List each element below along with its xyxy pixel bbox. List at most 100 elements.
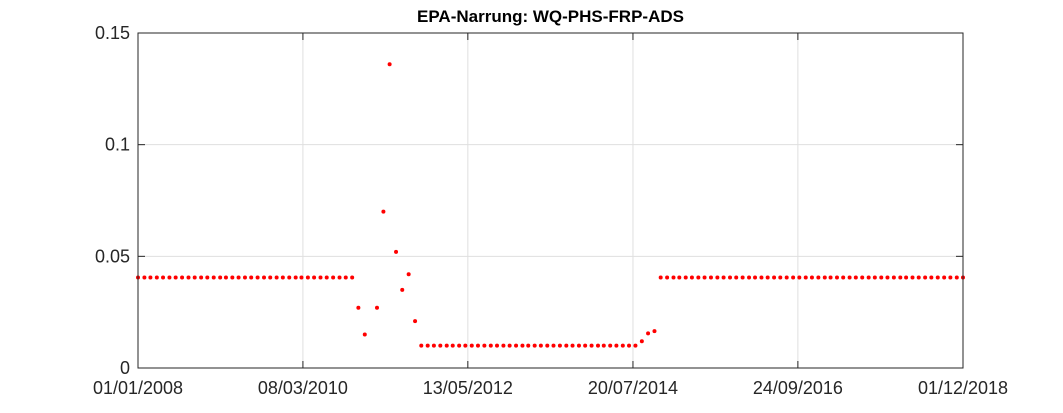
data-point <box>312 275 317 280</box>
y-tick-label: 0.05 <box>95 246 130 266</box>
data-point <box>173 275 178 280</box>
data-point <box>381 209 386 214</box>
data-point <box>148 275 153 280</box>
data-point <box>904 275 909 280</box>
data-point <box>639 339 644 344</box>
data-point <box>545 343 550 348</box>
data-point <box>860 275 865 280</box>
y-tick-label: 0.1 <box>105 135 130 155</box>
data-point <box>689 275 694 280</box>
data-point <box>495 343 500 348</box>
data-point <box>834 275 839 280</box>
data-point <box>501 343 506 348</box>
data-point <box>205 275 210 280</box>
data-point <box>362 332 367 337</box>
data-point <box>413 319 418 324</box>
data-point <box>230 275 235 280</box>
data-point <box>280 275 285 280</box>
data-point <box>526 343 531 348</box>
data-point <box>935 275 940 280</box>
data-point <box>683 275 688 280</box>
data-point <box>809 275 814 280</box>
chart-title: EPA-Narrung: WQ-PHS-FRP-ADS <box>417 7 684 26</box>
data-point <box>734 275 739 280</box>
data-point <box>791 275 796 280</box>
data-point <box>538 343 543 348</box>
x-tick-label: 01/01/2008 <box>93 378 183 398</box>
data-point <box>601 343 606 348</box>
data-point <box>665 275 670 280</box>
data-point <box>419 343 424 348</box>
data-point <box>702 275 707 280</box>
data-point <box>488 343 493 348</box>
data-point <box>646 331 651 336</box>
axis-ticks: 01/01/2008 08/03/2010 13/05/2012 20/07/2014… <box>93 23 1008 398</box>
data-point <box>620 343 625 348</box>
data-point <box>942 275 947 280</box>
data-point <box>161 275 166 280</box>
data-point <box>658 275 663 280</box>
data-point <box>457 343 462 348</box>
data-point <box>564 343 569 348</box>
data-point <box>444 343 449 348</box>
data-point <box>551 343 556 348</box>
data-points <box>136 62 965 348</box>
data-point <box>822 275 827 280</box>
data-point <box>520 343 525 348</box>
data-point <box>249 275 254 280</box>
data-point <box>223 275 228 280</box>
data-point <box>287 275 292 280</box>
data-point <box>765 275 770 280</box>
data-point <box>507 343 512 348</box>
data-point <box>816 275 821 280</box>
data-point <box>532 343 537 348</box>
data-point <box>728 275 733 280</box>
data-point <box>696 275 701 280</box>
data-point <box>847 275 852 280</box>
data-point <box>595 343 600 348</box>
data-point <box>891 275 896 280</box>
data-point <box>186 275 191 280</box>
data-point <box>450 343 455 348</box>
data-point <box>438 343 443 348</box>
x-tick-label: 20/07/2014 <box>588 378 678 398</box>
data-point <box>853 275 858 280</box>
data-point <box>305 275 310 280</box>
data-point <box>242 275 247 280</box>
data-point <box>747 275 752 280</box>
data-point <box>406 272 411 277</box>
data-point <box>211 275 216 280</box>
data-point <box>841 275 846 280</box>
data-point <box>557 343 562 348</box>
data-point <box>394 249 399 254</box>
data-point <box>514 343 519 348</box>
data-point <box>872 275 877 280</box>
data-point <box>154 275 159 280</box>
data-point <box>343 275 348 280</box>
x-tick-label: 24/09/2016 <box>753 378 843 398</box>
data-point <box>671 275 676 280</box>
y-tick-label: 0.15 <box>95 23 130 43</box>
data-point <box>324 275 329 280</box>
data-point <box>797 275 802 280</box>
data-point <box>828 275 833 280</box>
data-point <box>708 275 713 280</box>
y-tick-label: 0 <box>120 358 130 378</box>
data-point <box>910 275 915 280</box>
plot-area <box>138 33 963 368</box>
data-point <box>916 275 921 280</box>
x-tick-label: 13/05/2012 <box>423 378 513 398</box>
x-tick-label: 08/03/2010 <box>258 378 348 398</box>
data-point <box>167 275 172 280</box>
data-point <box>299 275 304 280</box>
data-point <box>948 275 953 280</box>
data-point <box>293 275 298 280</box>
data-point <box>778 275 783 280</box>
data-point <box>482 343 487 348</box>
data-point <box>350 275 355 280</box>
data-point <box>803 275 808 280</box>
data-point <box>400 287 405 292</box>
data-point <box>463 343 468 348</box>
data-point <box>652 329 657 334</box>
